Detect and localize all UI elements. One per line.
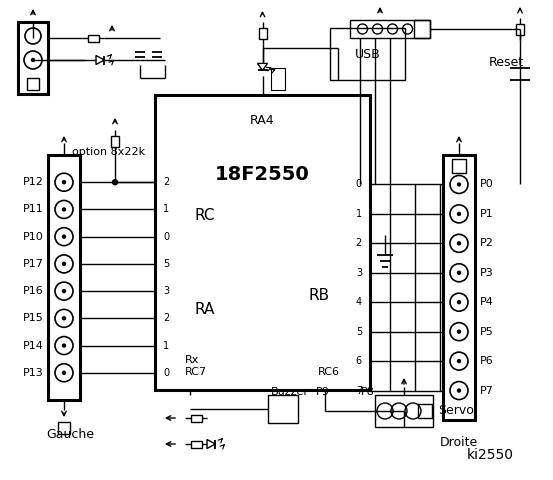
Circle shape: [62, 371, 65, 374]
Bar: [18, 22, 48, 94]
Circle shape: [62, 181, 65, 184]
Text: 0: 0: [356, 180, 362, 190]
Text: 18F2550: 18F2550: [215, 166, 310, 184]
Text: P15: P15: [23, 313, 44, 324]
Text: P10: P10: [23, 232, 44, 241]
Text: P0: P0: [480, 180, 494, 190]
Circle shape: [457, 330, 461, 333]
Circle shape: [457, 242, 461, 245]
Circle shape: [62, 208, 65, 211]
Text: P8: P8: [361, 387, 375, 397]
Bar: [111, 135, 119, 146]
Text: P9: P9: [316, 387, 330, 397]
Circle shape: [457, 271, 461, 274]
Text: Buzzer: Buzzer: [271, 387, 309, 397]
Circle shape: [457, 301, 461, 304]
Text: P1: P1: [480, 209, 494, 219]
Circle shape: [457, 389, 461, 392]
Text: 0: 0: [163, 368, 169, 378]
Text: P7: P7: [480, 385, 494, 396]
Text: P16: P16: [23, 286, 44, 296]
Text: RA: RA: [195, 302, 215, 317]
Text: 0: 0: [163, 232, 169, 241]
Text: 5: 5: [356, 327, 362, 336]
Text: P11: P11: [23, 204, 44, 215]
Text: 1: 1: [163, 340, 169, 350]
Text: P12: P12: [23, 177, 44, 187]
Bar: [190, 441, 201, 447]
Text: Servo: Servo: [438, 405, 474, 418]
Text: P13: P13: [23, 368, 44, 378]
Circle shape: [32, 59, 34, 61]
Text: 1: 1: [356, 209, 362, 219]
Circle shape: [112, 180, 117, 185]
Text: P14: P14: [23, 340, 44, 350]
Circle shape: [62, 263, 65, 265]
Text: 7: 7: [356, 385, 362, 396]
Bar: [414, 20, 430, 38]
Circle shape: [457, 360, 461, 362]
Bar: [270, 68, 284, 90]
Bar: [258, 27, 267, 38]
Circle shape: [457, 212, 461, 216]
Bar: [48, 155, 80, 400]
Text: P2: P2: [480, 239, 494, 248]
Text: Droite: Droite: [440, 435, 478, 448]
Text: USB: USB: [354, 48, 380, 60]
Text: P6: P6: [480, 356, 494, 366]
Text: 4: 4: [356, 297, 362, 307]
Text: 3: 3: [163, 286, 169, 296]
Bar: [58, 422, 70, 434]
Text: RC7: RC7: [185, 367, 207, 377]
Circle shape: [457, 183, 461, 186]
Bar: [155, 95, 370, 390]
Bar: [452, 159, 466, 173]
Text: Gauche: Gauche: [46, 429, 94, 442]
Text: RC: RC: [195, 207, 216, 223]
Text: 2: 2: [163, 313, 169, 324]
Text: 2: 2: [356, 239, 362, 248]
Bar: [418, 404, 432, 418]
Text: 5: 5: [163, 259, 169, 269]
Text: P3: P3: [480, 268, 494, 278]
Text: RC6: RC6: [318, 367, 340, 377]
Text: P4: P4: [480, 297, 494, 307]
Bar: [516, 24, 524, 35]
Text: P17: P17: [23, 259, 44, 269]
Text: RB: RB: [309, 288, 330, 302]
Bar: [375, 395, 433, 427]
Text: Reset: Reset: [489, 56, 524, 69]
Circle shape: [62, 235, 65, 238]
Text: ki2550: ki2550: [467, 448, 514, 462]
Bar: [330, 28, 405, 80]
Bar: [190, 415, 201, 421]
Circle shape: [62, 317, 65, 320]
Text: RA4: RA4: [250, 113, 275, 127]
Bar: [443, 155, 475, 420]
Bar: [268, 395, 298, 423]
Text: 2: 2: [163, 177, 169, 187]
Bar: [27, 78, 39, 90]
Bar: [87, 35, 98, 41]
Bar: [350, 20, 430, 38]
Circle shape: [62, 289, 65, 293]
Text: option 8x22k: option 8x22k: [72, 147, 145, 157]
Text: 3: 3: [356, 268, 362, 278]
Text: Rx: Rx: [185, 355, 200, 365]
Circle shape: [62, 344, 65, 347]
Text: 6: 6: [356, 356, 362, 366]
Text: P5: P5: [480, 327, 494, 336]
Text: 1: 1: [163, 204, 169, 215]
